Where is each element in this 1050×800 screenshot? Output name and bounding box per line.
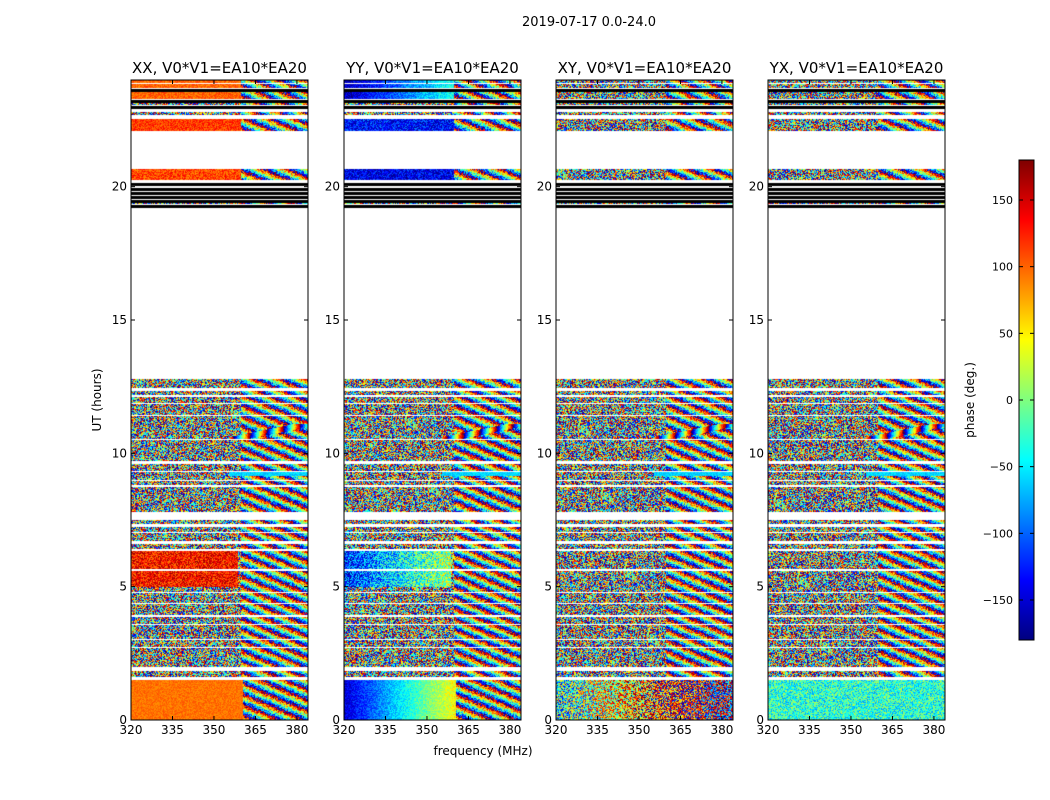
y-tick-label: 20: [325, 180, 340, 194]
x-tick-label: 380: [498, 723, 521, 737]
y-tick-label: 0: [756, 713, 764, 727]
x-tick-label: 365: [881, 723, 904, 737]
y-tick-label: 0: [544, 713, 552, 727]
panel-yx: YX, V0*V1=EA10*EA20 320 335 350 365 380 0 5 10 15…: [749, 59, 946, 737]
heatmap-yy: [344, 80, 521, 720]
x-tick-label: 380: [922, 723, 945, 737]
panel-title-xx: XX, V0*V1=EA10*EA20: [132, 59, 307, 77]
panel-frame-xx: [130, 79, 309, 721]
y-tick-label: 15: [749, 313, 764, 327]
colorbar-tick-label: −150: [983, 594, 1013, 607]
x-tick-label: 335: [798, 723, 821, 737]
colorbar-tick-label: 150: [992, 194, 1013, 207]
x-tick-label: 320: [757, 723, 780, 737]
colorbar-tick-label: −100: [983, 527, 1013, 540]
y-tick-label: 20: [537, 180, 552, 194]
heatmap-yx: [768, 80, 945, 720]
colorbar-tick-label: 100: [992, 261, 1013, 274]
panel-title-xy: XY, V0*V1=EA10*EA20: [558, 59, 732, 77]
colorbar-tick-label: −50: [990, 461, 1013, 474]
y-tick-label: 10: [749, 446, 764, 460]
colorbar-tick-label: 50: [999, 327, 1013, 340]
y-tick-label: 0: [119, 713, 127, 727]
x-tick-label: 335: [161, 723, 184, 737]
y-tick-label: 5: [544, 580, 552, 594]
y-tick-label: 15: [325, 313, 340, 327]
y-tick-label: 5: [756, 580, 764, 594]
figure-suptitle: 2019-07-17 0.0-24.0: [522, 15, 656, 30]
y-tick-label: 5: [119, 580, 127, 594]
y-tick-label: 20: [112, 180, 127, 194]
x-tick-label: 350: [203, 723, 226, 737]
x-tick-label: 365: [244, 723, 267, 737]
panel-xx: XX, V0*V1=EA10*EA20 320 335 350 365 380 0 5 10 15…: [112, 59, 309, 737]
x-tick-label: 365: [457, 723, 480, 737]
y-tick-label: 15: [537, 313, 552, 327]
x-tick-label: 350: [416, 723, 439, 737]
x-tick-label: 320: [545, 723, 568, 737]
x-tick-label: 380: [710, 723, 733, 737]
colorbar-label: phase (deg.): [963, 362, 977, 438]
panel-yy: YY, V0*V1=EA10*EA20 320 335 350 365 380 0 5 10 15…: [325, 59, 522, 737]
y-axis-label: UT (hours): [90, 368, 104, 431]
heatmap-xx: [131, 80, 308, 720]
y-tick-label: 10: [112, 446, 127, 460]
y-tick-label: 10: [537, 446, 552, 460]
y-tick-label: 20: [749, 180, 764, 194]
panels-group: XX, V0*V1=EA10*EA20 320 335 350 365 380 0 5 10 15…: [112, 59, 946, 737]
y-tick-label: 0: [332, 713, 340, 727]
colorbar: 150 100 50 0 −50 −100 −150: [983, 159, 1035, 641]
x-tick-label: 380: [285, 723, 308, 737]
panel-title-yy: YY, V0*V1=EA10*EA20: [345, 59, 519, 77]
colorbar-tick-label: 0: [1006, 394, 1013, 407]
panel-frame-yy: [343, 79, 522, 721]
panel-frame-xy: [555, 79, 734, 721]
x-tick-label: 320: [120, 723, 143, 737]
panel-frame-yx: [767, 79, 946, 721]
heatmap-xy: [556, 80, 733, 720]
x-tick-label: 365: [669, 723, 692, 737]
y-tick-label: 5: [332, 580, 340, 594]
x-tick-label: 335: [374, 723, 397, 737]
x-axis-label: frequency (MHz): [433, 744, 532, 758]
x-tick-label: 350: [628, 723, 651, 737]
panel-title-yx: YX, V0*V1=EA10*EA20: [769, 59, 944, 77]
panel-xy: XY, V0*V1=EA10*EA20 320 335 350 365 380 0 5 10 15…: [537, 59, 734, 737]
x-tick-label: 335: [586, 723, 609, 737]
y-tick-label: 15: [112, 313, 127, 327]
y-tick-label: 10: [325, 446, 340, 460]
x-tick-label: 350: [840, 723, 863, 737]
x-tick-label: 320: [333, 723, 356, 737]
